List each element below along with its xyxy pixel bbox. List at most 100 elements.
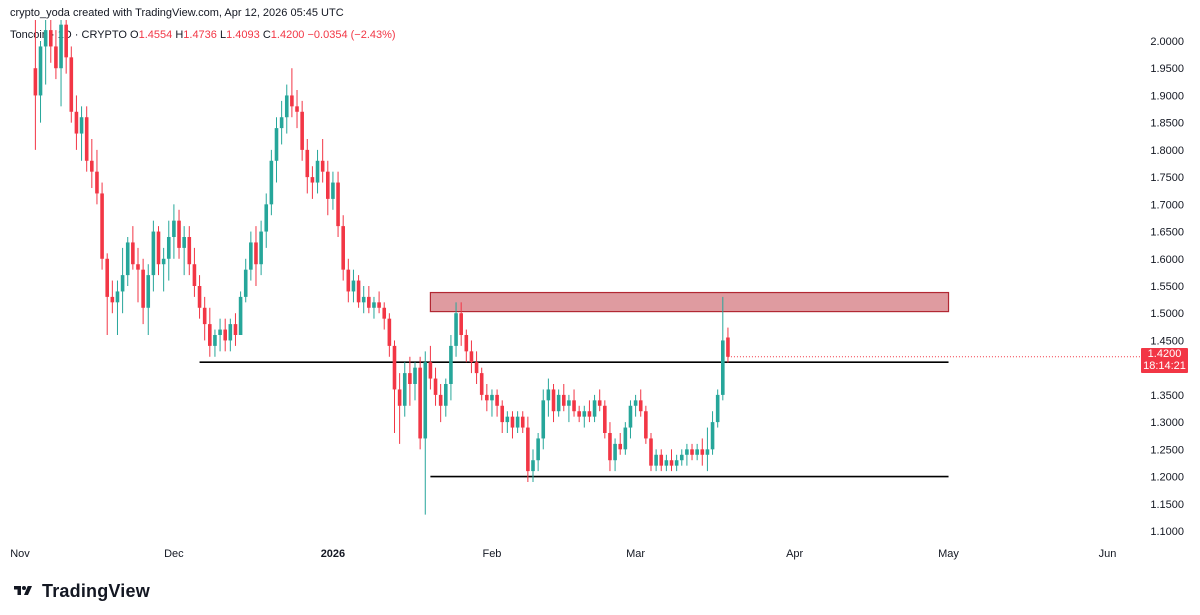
candle-body	[490, 394, 494, 401]
low-value: 1.4093	[226, 29, 260, 41]
candle-body	[48, 30, 53, 47]
candle-body	[433, 378, 438, 395]
candle-body	[182, 237, 186, 248]
candle-body	[459, 313, 463, 335]
candle-body	[269, 160, 274, 205]
candle-body	[110, 296, 115, 303]
candle-body	[413, 367, 417, 384]
y-tick-label: 1.2500	[1150, 444, 1184, 456]
candle-body	[254, 242, 258, 265]
y-tick-label: 1.9000	[1150, 90, 1184, 102]
candle-body	[674, 460, 679, 466]
y-tick-label: 1.2000	[1150, 472, 1184, 484]
y-tick-label: 1.6500	[1150, 227, 1184, 239]
candle-body	[464, 335, 469, 352]
candle-body	[710, 422, 715, 450]
candle-body	[59, 24, 63, 69]
candle-body	[295, 106, 299, 112]
candle-body	[341, 226, 345, 270]
candle-body	[551, 389, 556, 412]
y-tick-label: 1.8500	[1150, 118, 1184, 130]
low-label: L	[219, 29, 227, 41]
candle-body	[633, 400, 638, 406]
candle-body	[90, 160, 94, 172]
candle-body	[623, 427, 628, 450]
last-price-tag: 1.4200 18:14:21	[1141, 348, 1188, 373]
y-tick-label: 1.8000	[1150, 145, 1184, 157]
candle-body	[638, 400, 643, 412]
candle-body	[274, 128, 279, 161]
time-axis[interactable]: Nov Dec 2026 Feb Mar Apr May Jun	[10, 548, 1116, 560]
y-tick-label: 1.1500	[1150, 499, 1184, 511]
candle-body	[469, 351, 474, 363]
candle-body	[243, 269, 248, 297]
tradingview-logo[interactable]: TradingView	[10, 580, 150, 602]
symbol-name[interactable]: Toncoin · 1D · CRYPTO	[10, 29, 127, 41]
candle-body	[166, 237, 171, 259]
candle-body	[505, 416, 510, 423]
candle-body	[54, 46, 58, 69]
candle-body	[577, 411, 581, 417]
candle-body	[310, 177, 315, 183]
candle-body	[526, 427, 530, 472]
candle-body	[377, 302, 381, 308]
candle-body	[454, 313, 458, 346]
candle-body	[264, 204, 269, 232]
candle-body	[161, 258, 166, 265]
candle-body	[541, 400, 546, 439]
candle-body	[136, 264, 140, 270]
y-tick-label: 1.7000	[1150, 199, 1184, 211]
x-tick-label: May	[938, 548, 959, 560]
high-value: 1.4736	[183, 29, 217, 41]
candle-body	[613, 443, 617, 461]
candle-body	[592, 400, 597, 417]
candle-body	[495, 394, 499, 406]
y-tick-label: 1.3500	[1150, 390, 1184, 402]
candle-body	[84, 117, 89, 161]
candle-body	[705, 449, 710, 455]
candle-body	[115, 291, 120, 303]
candle-body	[392, 345, 397, 390]
price-axis[interactable]: 2.0000 1.9500 1.9000 1.8500 1.8000 1.7500 1.70…	[1150, 36, 1184, 538]
candle-body	[382, 307, 387, 319]
candle-body	[223, 329, 227, 341]
candle-body	[146, 275, 151, 308]
bar-countdown: 18:14:21	[1143, 360, 1186, 372]
candle-body	[685, 449, 689, 455]
candle-body	[284, 95, 289, 118]
x-tick-label: 2026	[321, 548, 345, 560]
candle-body	[715, 394, 720, 423]
open-label: O	[130, 29, 139, 41]
candle-body	[95, 171, 99, 194]
candle-body	[402, 373, 407, 406]
x-tick-label: Dec	[164, 548, 184, 560]
candle-body	[131, 242, 135, 265]
candle-body	[33, 68, 38, 96]
candle-body	[669, 460, 674, 466]
candle-body	[679, 454, 684, 461]
candle-body	[608, 433, 612, 461]
y-tick-label: 1.6000	[1150, 254, 1184, 266]
x-tick-label: Mar	[626, 548, 645, 560]
candle-body	[597, 400, 602, 406]
candle-body	[187, 237, 192, 265]
x-tick-label: Nov	[10, 548, 30, 560]
candle-body	[418, 367, 422, 439]
candle-body	[228, 324, 233, 341]
candle-body	[700, 449, 705, 455]
candle-body	[315, 160, 320, 183]
candle-body	[259, 231, 263, 265]
candle-body	[408, 373, 412, 384]
candle-body	[664, 460, 669, 466]
candle-body	[74, 111, 79, 134]
symbol-legend: Toncoin · 1D · CRYPTO O1.4554 H1.4736 L1…	[10, 29, 396, 41]
last-price: 1.4200	[1147, 348, 1182, 360]
candle-body	[649, 438, 653, 466]
candle-body	[197, 286, 202, 308]
candle-body	[721, 340, 725, 395]
candle-body	[561, 394, 566, 406]
resistance-zone	[429, 291, 950, 313]
x-tick-label: Feb	[482, 548, 501, 560]
candle-body	[546, 389, 551, 401]
